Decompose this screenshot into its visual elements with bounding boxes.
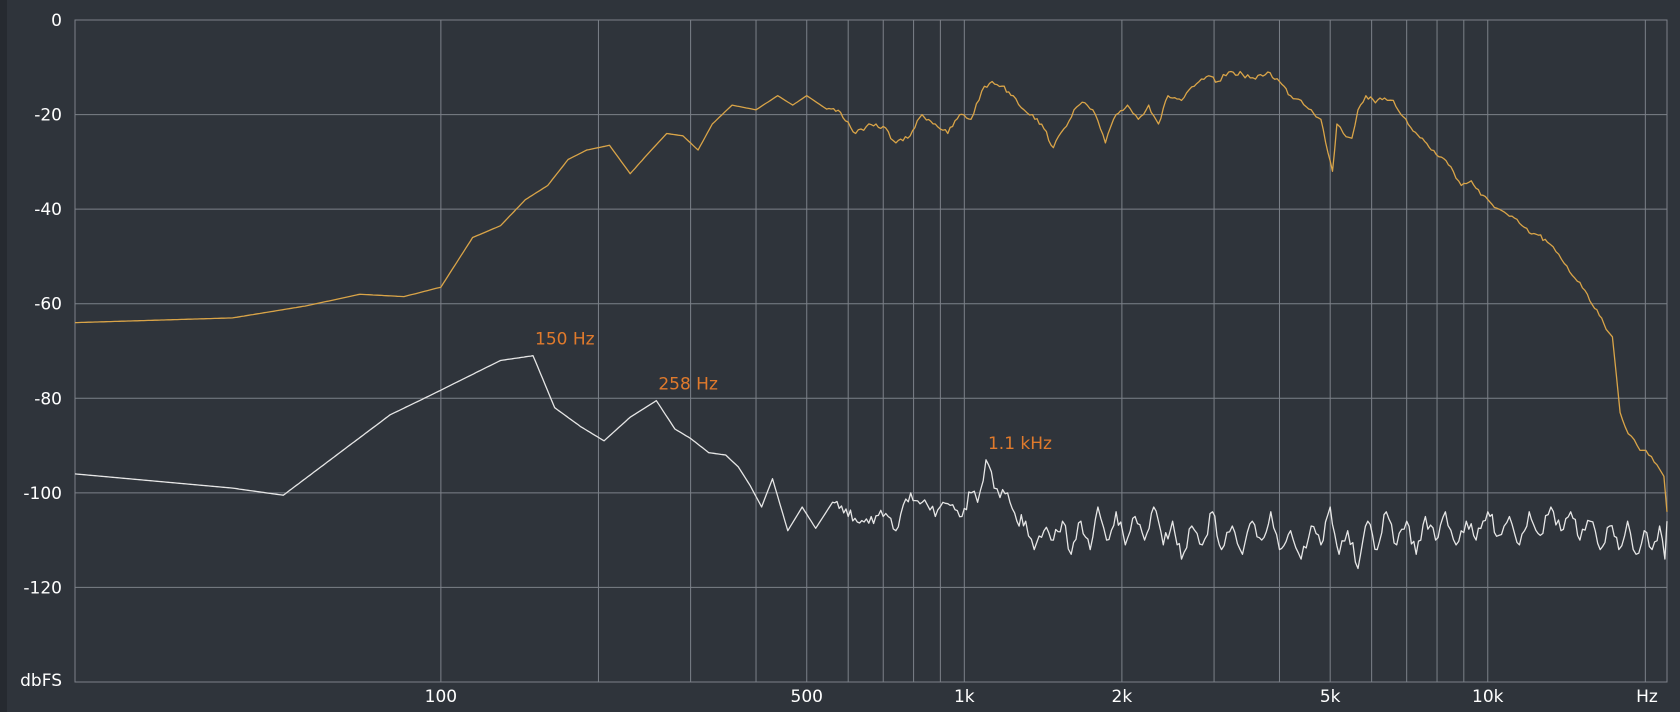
peak-annotation: 1.1 kHz <box>988 434 1052 454</box>
y-tick-label: 0 <box>51 11 62 31</box>
grid <box>74 19 1668 683</box>
peak-annotation: 150 Hz <box>535 330 595 350</box>
y-tick-label: -120 <box>23 578 62 598</box>
x-axis-label: Hz <box>1636 687 1658 707</box>
left-edge-bar <box>0 0 7 712</box>
x-tick-label: 10k <box>1472 687 1504 707</box>
x-tick-label: 5k <box>1320 687 1341 707</box>
y-axis: 0 -20 -40 -60 -80 -100 -120 dbFS <box>20 11 62 691</box>
x-tick-label: 500 <box>791 687 823 707</box>
y-tick-label: -100 <box>23 484 62 504</box>
annotations: 150 Hz 258 Hz 1.1 kHz <box>535 330 1052 454</box>
x-tick-label: 1k <box>954 687 975 707</box>
plot-frame <box>74 19 1668 683</box>
x-tick-label: 2k <box>1112 687 1133 707</box>
series-lines <box>74 70 1668 570</box>
y-tick-label: -80 <box>34 389 62 409</box>
x-axis: 100 500 1k 2k 5k 10k Hz <box>425 687 1658 707</box>
y-tick-label: -40 <box>34 200 62 220</box>
y-axis-label: dbFS <box>20 671 62 691</box>
x-tick-label: 100 <box>425 687 457 707</box>
series-line <box>75 70 1668 512</box>
y-tick-label: -60 <box>34 295 62 315</box>
series-line <box>74 355 1668 570</box>
y-tick-label: -20 <box>34 106 62 126</box>
peak-annotation: 258 Hz <box>658 375 718 395</box>
